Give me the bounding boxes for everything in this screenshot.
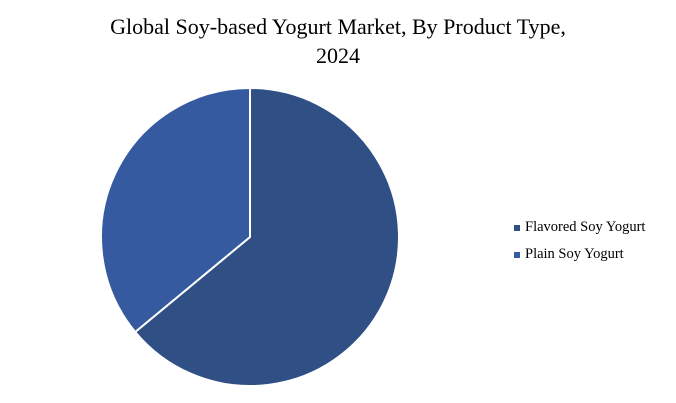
pie-slice-flavored-soy-yogurt: [133, 86, 400, 387]
legend-swatch-flavored: [514, 224, 520, 231]
legend-item-flavored: Flavored Soy Yogurt: [514, 214, 645, 241]
chart-title: Global Soy-based Yogurt Market, By Produ…: [0, 12, 676, 70]
legend-swatch-plain: [514, 251, 520, 258]
chart-title-line1: Global Soy-based Yogurt Market, By Produ…: [110, 14, 566, 39]
legend-item-plain: Plain Soy Yogurt: [514, 241, 645, 268]
chart-title-line2: 2024: [316, 43, 360, 68]
legend-label-plain: Plain Soy Yogurt: [525, 246, 624, 262]
legend-label-flavored: Flavored Soy Yogurt: [525, 219, 646, 235]
legend: Flavored Soy Yogurt Plain Soy Yogurt: [514, 214, 645, 268]
pie-slice-plain-soy-yogurt: [100, 86, 251, 334]
